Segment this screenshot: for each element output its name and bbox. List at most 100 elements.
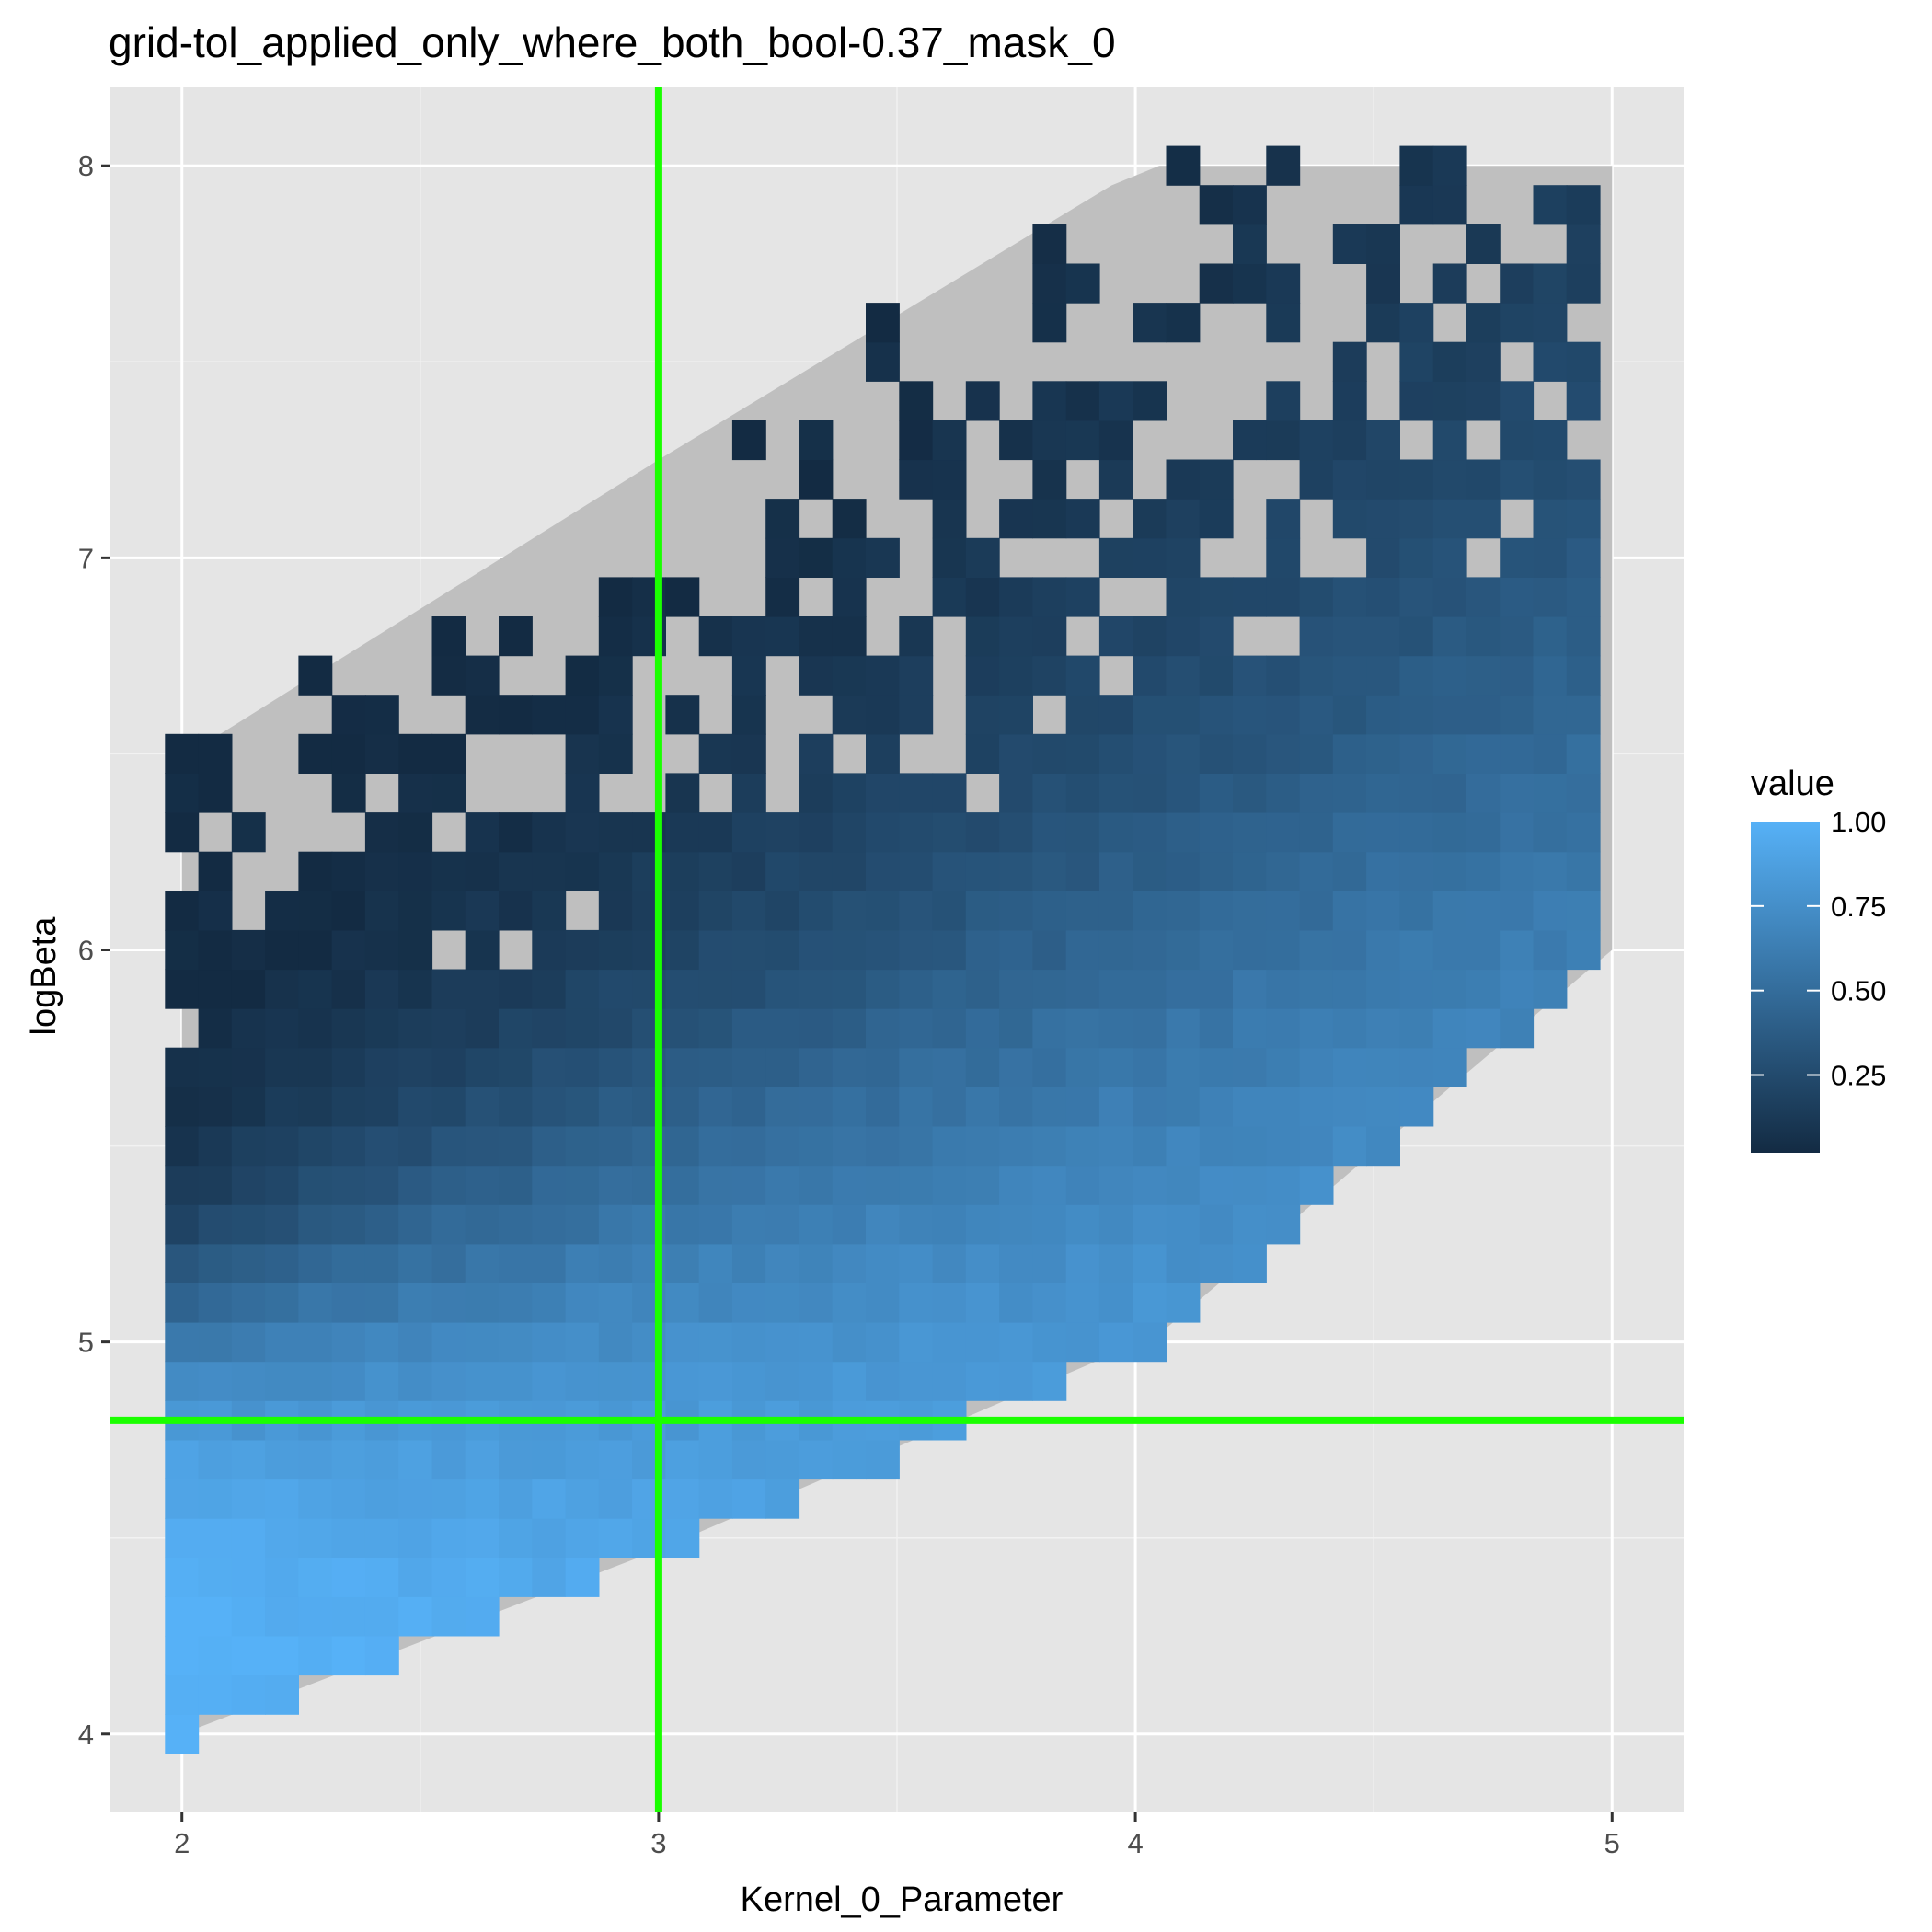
- heatmap-cell: [198, 1361, 233, 1401]
- heatmap-cell: [765, 616, 800, 657]
- heatmap-cell: [1533, 616, 1568, 657]
- heatmap-cell: [1500, 263, 1535, 304]
- heatmap-cell: [1199, 812, 1234, 853]
- heatmap-cell: [198, 1439, 233, 1480]
- heatmap-cell: [866, 891, 900, 931]
- heatmap-cell: [1166, 1087, 1201, 1127]
- heatmap-cell: [198, 1087, 233, 1127]
- heatmap-cell: [1466, 616, 1501, 657]
- heatmap-cell: [1466, 929, 1501, 971]
- heatmap-cell: [1533, 969, 1568, 1009]
- heatmap-cell: [1266, 1008, 1301, 1049]
- heatmap-cell: [1466, 1008, 1501, 1049]
- heatmap-cell: [598, 891, 633, 931]
- heatmap-cell: [532, 695, 567, 735]
- heatmap-cell: [698, 616, 733, 657]
- heatmap-cell: [1166, 1047, 1201, 1087]
- heatmap-cell: [1266, 1047, 1301, 1087]
- x-tick-label: 3: [650, 1827, 666, 1859]
- heatmap-cell: [765, 891, 800, 931]
- heatmap-cell: [1533, 891, 1568, 931]
- heatmap-cell: [1166, 655, 1201, 696]
- heatmap-cell: [499, 1126, 533, 1167]
- heatmap-cell: [364, 1439, 399, 1480]
- heatmap-cell: [799, 891, 834, 931]
- heatmap-cell: [1332, 616, 1367, 657]
- heatmap-cell: [165, 1361, 200, 1401]
- heatmap-cell: [331, 1165, 366, 1205]
- heatmap-cell: [765, 1439, 800, 1480]
- heatmap-cell: [1065, 1008, 1100, 1049]
- heatmap-cell: [899, 969, 934, 1009]
- heatmap-cell: [1466, 499, 1501, 539]
- heatmap-cell: [431, 891, 466, 931]
- heatmap-cell: [832, 655, 867, 696]
- heatmap-cell: [1533, 459, 1568, 500]
- heatmap-cell: [1065, 1047, 1100, 1087]
- x-tick-label: 2: [174, 1827, 190, 1859]
- heatmap-cell: [565, 1087, 600, 1127]
- heatmap-cell: [465, 655, 500, 696]
- heatmap-cell: [499, 851, 533, 891]
- heatmap-cell: [1065, 499, 1100, 539]
- heatmap-cell: [1098, 420, 1133, 461]
- heatmap-cell: [799, 1047, 834, 1087]
- heatmap-cell: [1199, 185, 1234, 225]
- heatmap-cell: [499, 1322, 533, 1363]
- heatmap-cell: [1432, 499, 1467, 539]
- heatmap-cell: [1133, 695, 1167, 735]
- heatmap-cell: [198, 1674, 233, 1715]
- heatmap-cell: [1332, 812, 1367, 853]
- heatmap-cell: [1032, 733, 1067, 774]
- heatmap-cell: [1098, 1282, 1133, 1323]
- heatmap-cell: [398, 1518, 433, 1558]
- heatmap-cell: [765, 851, 800, 891]
- heatmap-cell: [364, 1126, 399, 1167]
- heatmap-cell: [1332, 341, 1367, 382]
- heatmap-cell: [331, 1439, 366, 1480]
- heatmap-cell: [1500, 969, 1535, 1009]
- heatmap-cell: [832, 616, 867, 657]
- heatmap-cell: [565, 1047, 600, 1087]
- heatmap-cell: [265, 1126, 299, 1167]
- heatmap-cell: [1032, 1165, 1067, 1205]
- heatmap-cell: [1032, 1204, 1067, 1245]
- heatmap-cell: [1533, 773, 1568, 813]
- heatmap-cell: [331, 851, 366, 891]
- heatmap-cell: [1332, 1087, 1367, 1127]
- heatmap-cell: [1266, 851, 1301, 891]
- heatmap-cell: [1199, 891, 1234, 931]
- heatmap-cell: [932, 1322, 967, 1363]
- heatmap-cell: [698, 1322, 733, 1363]
- heatmap-cell: [364, 1165, 399, 1205]
- heatmap-cell: [565, 1322, 600, 1363]
- heatmap-cell: [465, 1478, 500, 1519]
- heatmap-cell: [1500, 616, 1535, 657]
- heatmap-cell: [965, 655, 1000, 696]
- heatmap-cell: [1432, 420, 1467, 461]
- plot-panel: [110, 87, 1684, 1812]
- heatmap-cell: [1032, 224, 1067, 264]
- heatmap-cell: [999, 695, 1033, 735]
- heatmap-cell: [565, 812, 600, 853]
- heatmap-cell: [165, 1478, 200, 1519]
- heatmap-cell: [765, 1008, 800, 1049]
- heatmap-cell: [431, 1126, 466, 1167]
- heatmap-cell: [465, 1204, 500, 1245]
- heatmap-cell: [431, 1361, 466, 1401]
- heatmap-cell: [1133, 1322, 1167, 1363]
- heatmap-cell: [565, 773, 600, 813]
- heatmap-cell: [198, 1243, 233, 1283]
- heatmap-cell: [1366, 655, 1400, 696]
- heatmap-cell: [364, 733, 399, 774]
- heatmap-cell: [1399, 891, 1434, 931]
- heatmap-cell: [1299, 969, 1334, 1009]
- heatmap-cell: [1466, 891, 1501, 931]
- heatmap-cell: [1299, 773, 1334, 813]
- heatmap-cell: [431, 1518, 466, 1558]
- heatmap-cell: [899, 891, 934, 931]
- heatmap-cell: [731, 1243, 766, 1283]
- heatmap-cell: [1299, 812, 1334, 853]
- heatmap-cell: [1332, 929, 1367, 971]
- heatmap-cell: [1533, 499, 1568, 539]
